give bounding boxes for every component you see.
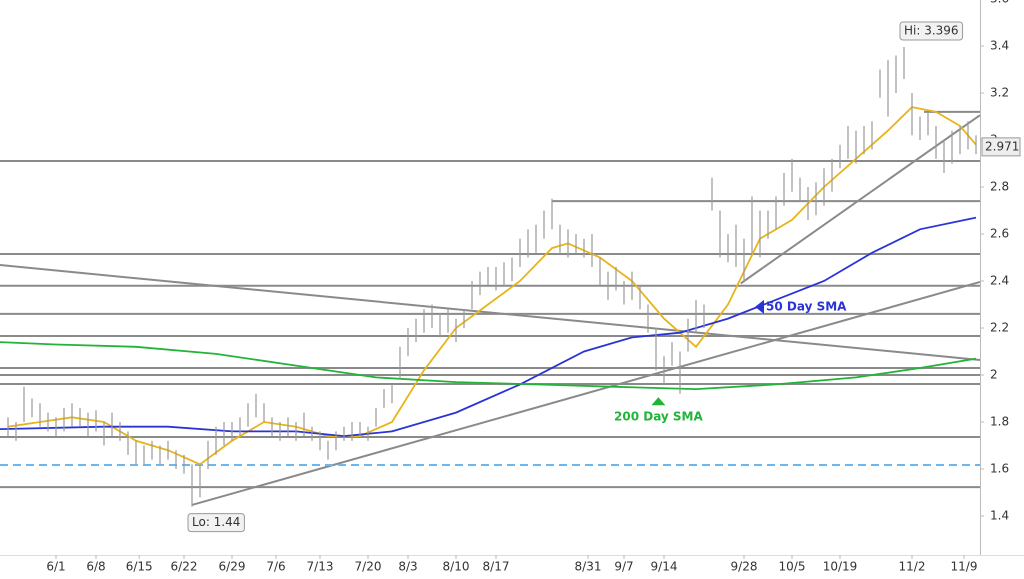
y-tick-label: 2.4 (990, 274, 1009, 288)
x-tick-label: 8/10 (443, 560, 470, 574)
x-tick-label: 6/15 (126, 560, 153, 574)
x-tick-label: 6/22 (171, 560, 198, 574)
x-tick-label: 9/7 (614, 560, 633, 574)
y-tick-label: 3.4 (990, 39, 1009, 53)
level-line (740, 114, 981, 285)
ma-line (0, 216, 977, 438)
label-pointer (651, 397, 666, 406)
ma-line (0, 341, 977, 391)
x-tick-label: 6/29 (219, 560, 246, 574)
callout-text: Hi: 3.396 (904, 23, 959, 37)
y-tick-label: 2.6 (990, 227, 1009, 241)
callout-box (187, 513, 245, 533)
level-line (191, 281, 981, 506)
y-tick-label: 3.2 (990, 86, 1009, 100)
sma-label: 50 Day SMA (766, 299, 847, 313)
last-price-tag (981, 137, 1021, 157)
callout-text: Lo: 1.44 (192, 515, 240, 529)
y-tick-label: 2.8 (990, 180, 1009, 194)
label-pointer (755, 299, 764, 314)
x-tick-label: 8/3 (398, 560, 417, 574)
level-line (0, 264, 981, 361)
x-tick-label: 8/17 (483, 560, 510, 574)
x-tick-label: 7/6 (266, 560, 285, 574)
y-tick-label: 2.2 (990, 321, 1009, 335)
x-tick-label: 9/14 (651, 560, 678, 574)
x-tick-label: 7/20 (355, 560, 382, 574)
x-tick-label: 7/13 (307, 560, 334, 574)
y-tick-label: 1.6 (990, 462, 1009, 476)
y-tick-label: 3.6 (990, 0, 1009, 6)
callout-box (899, 21, 964, 41)
ma-line (7, 106, 977, 466)
x-tick-label: 10/5 (779, 560, 806, 574)
x-tick-label: 8/31 (575, 560, 602, 574)
sma-label: 200 Day SMA (614, 410, 704, 424)
y-tick-label: 1.4 (990, 508, 1009, 522)
y-tick-label: 2 (990, 368, 998, 382)
y-tick-label: 1.8 (990, 415, 1009, 429)
x-tick-label: 11/2 (899, 560, 926, 574)
x-tick-label: 11/9 (951, 560, 978, 574)
x-tick-label: 10/19 (823, 560, 858, 574)
last-price-label: 2.971 (985, 139, 1019, 153)
x-tick-label: 9/28 (731, 560, 758, 574)
x-tick-label: 6/8 (86, 560, 105, 574)
x-tick-label: 6/1 (46, 560, 65, 574)
